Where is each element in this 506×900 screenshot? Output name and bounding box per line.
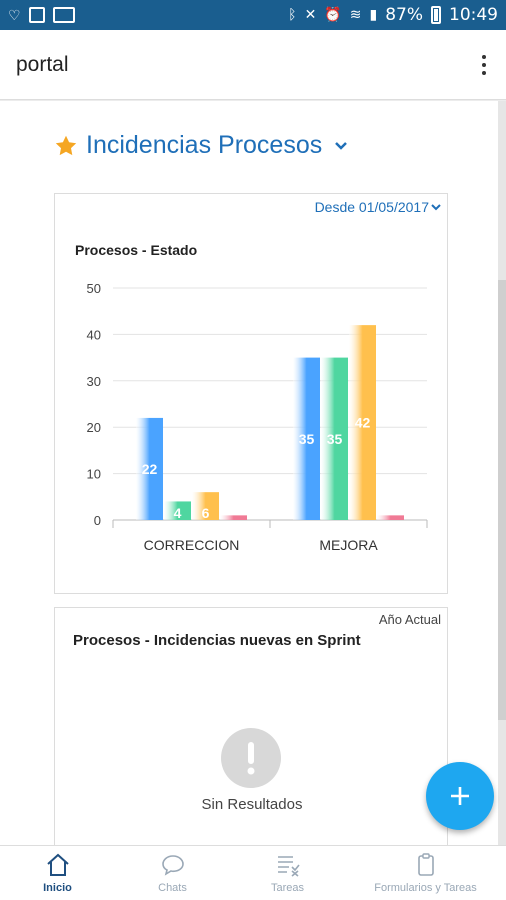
period-label: Año Actual xyxy=(378,612,441,627)
bar-chart: 0 10 20 30 40 50 22 4 6 CORRECCION 35 35 42 MEJORA xyxy=(87,281,428,553)
heart-rate-icon: ♡ xyxy=(8,7,21,23)
chart-title: Procesos - Incidencias nuevas en Sprint xyxy=(73,632,361,649)
status-bar-right: ᛒ ✕ ⏰ ≋ ▮ 87% 10:49 xyxy=(288,5,498,25)
bar xyxy=(349,325,376,520)
tasks-icon xyxy=(277,856,300,877)
y-tick-label: 10 xyxy=(87,467,101,482)
chevron-down-icon xyxy=(335,141,348,150)
status-bar-left-icons: ♡ xyxy=(8,7,75,23)
bar xyxy=(293,357,320,520)
chart-card-estado: Desde 01/05/2017 Procesos - Estado 0 10 20… xyxy=(54,193,448,594)
gallery-notification-icon xyxy=(28,7,45,23)
star-icon xyxy=(55,135,77,155)
signal-icon: ▮ xyxy=(369,7,378,23)
bar xyxy=(136,417,163,520)
alert-icon xyxy=(221,728,281,788)
chevron-down-icon xyxy=(431,204,441,211)
bar xyxy=(164,501,191,520)
nav-label: Formularios y Tareas xyxy=(374,882,477,894)
bar xyxy=(321,357,348,520)
nav-label: Inicio xyxy=(43,882,72,894)
bottom-navigation: Inicio Chats Tareas Formularios y Tareas xyxy=(0,845,506,900)
y-tick-label: 30 xyxy=(87,374,101,389)
clock: 10:49 xyxy=(449,5,498,25)
battery-icon xyxy=(431,6,441,24)
nav-item-chats[interactable]: Chats xyxy=(115,846,230,900)
nav-item-tareas[interactable]: Tareas xyxy=(230,846,345,900)
nav-item-formularios[interactable]: Formularios y Tareas xyxy=(345,846,506,900)
app-notification-icon xyxy=(52,7,75,23)
alarm-icon: ⏰ xyxy=(324,7,342,23)
section-selector[interactable]: Incidencias Procesos xyxy=(54,131,348,160)
nav-label: Tareas xyxy=(270,882,305,894)
empty-state-text: Sin Resultados xyxy=(201,796,303,813)
app-title: portal xyxy=(16,52,69,76)
bar xyxy=(377,515,404,520)
chat-icon xyxy=(161,855,184,876)
app-bar: portal xyxy=(0,30,506,100)
section-title: Incidencias Procesos xyxy=(86,131,323,159)
y-tick-label: 20 xyxy=(87,420,101,435)
plus-icon xyxy=(451,787,469,805)
bar xyxy=(220,515,247,520)
battery-percent: 87% xyxy=(385,5,423,25)
bluetooth-icon: ᛒ xyxy=(288,7,297,23)
status-bar: ♡ ᛒ ✕ ⏰ ≋ ▮ 87% 10:49 xyxy=(0,0,506,30)
bar-value-label: 4 xyxy=(174,505,182,521)
chart-card-sprint: Año Actual Procesos - Incidencias nuevas… xyxy=(54,607,448,845)
overflow-menu-icon[interactable] xyxy=(478,51,490,79)
bar xyxy=(192,492,219,520)
clipboard-icon xyxy=(417,853,434,876)
nav-item-inicio[interactable]: Inicio xyxy=(0,846,115,900)
date-filter-label: Desde 01/05/2017 xyxy=(314,199,429,215)
chart-title: Procesos - Estado xyxy=(75,242,198,258)
nav-label: Chats xyxy=(158,882,187,894)
home-icon xyxy=(46,853,69,876)
y-tick-label: 0 xyxy=(94,513,101,528)
x-tick-label: MEJORA xyxy=(319,537,378,553)
mute-icon: ✕ xyxy=(304,7,317,23)
wifi-icon: ≋ xyxy=(349,7,362,23)
add-button[interactable] xyxy=(426,762,494,830)
bar-value-label: 35 xyxy=(327,431,343,447)
y-tick-label: 50 xyxy=(87,281,101,296)
date-filter-dropdown[interactable]: Desde 01/05/2017 xyxy=(315,199,441,215)
y-tick-label: 40 xyxy=(87,327,101,342)
bar-value-label: 6 xyxy=(202,505,210,521)
scrollbar-thumb[interactable] xyxy=(498,280,506,720)
bar-value-label: 35 xyxy=(299,431,315,447)
x-tick-label: CORRECCION xyxy=(144,537,240,553)
main-content: Incidencias Procesos Desde 01/05/2017 Pr… xyxy=(0,101,498,845)
bar-value-label: 22 xyxy=(142,461,158,477)
bar-value-label: 42 xyxy=(355,415,371,431)
